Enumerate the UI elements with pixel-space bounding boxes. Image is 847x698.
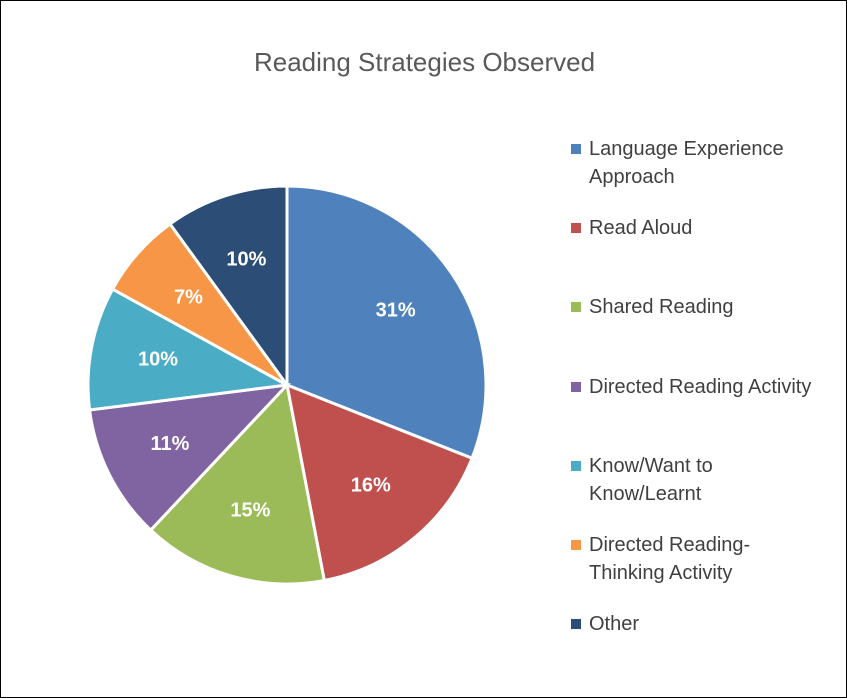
legend-swatch [571,619,581,630]
legend-entry: Directed Reading Activity [571,373,821,401]
legend-label: Shared Reading [589,296,734,319]
legend-label: Other [589,613,640,636]
data-label: 15% [230,499,270,521]
data-label: 7% [174,286,203,308]
pie-slice [87,382,291,533]
pie-slice [148,381,327,586]
legend-swatch [571,540,581,550]
legend-entry: Read Aloud [571,214,821,242]
legend-entry: Language Experience Approach [571,135,821,191]
legend-swatch [571,144,581,154]
pie-slice [285,184,488,461]
legend-label: Know/Want to Know/Learnt [589,454,713,505]
legend-label: Language Experience Approach [589,138,784,188]
legend-swatch [571,381,581,392]
chart-title: Reading Strategies Observed [253,47,596,77]
data-label: 31% [376,299,416,321]
legend-swatch [571,223,581,234]
legend-entry: Know/Want to Know/Learnt [571,452,821,508]
legend-label: Directed Reading Activity [589,375,812,398]
pie-slice [285,382,474,583]
pie-slice [86,287,292,412]
legend-swatch [571,460,581,471]
legend-entry: Other [571,610,821,638]
data-label: 10% [138,349,178,371]
data-label: 16% [351,474,391,496]
data-label: 11% [151,433,190,455]
legend-swatch [571,302,581,313]
legend-label: Read Aloud [589,217,693,240]
legend-label: Directed Reading-Thinking Activity [589,534,751,584]
pie-slice [167,184,289,390]
legend-entry: Directed Reading-Thinking Activity [571,531,821,587]
data-label: 10% [226,248,266,270]
legend-entry: Shared Reading [571,293,821,321]
